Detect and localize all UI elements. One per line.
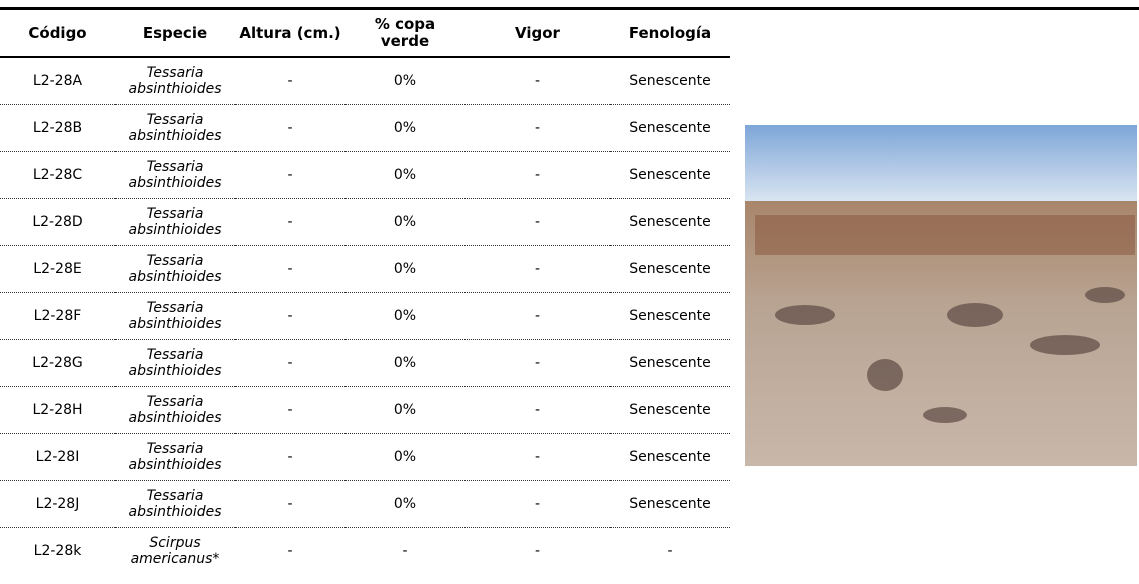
- table-cell: Senescente: [610, 386, 730, 434]
- table-cell: Senescente: [610, 104, 730, 152]
- table-cell: -: [402, 543, 408, 559]
- column-header: Especie: [115, 10, 235, 58]
- table-row: L2-28H Tessaria absinthioides -0% - Senescen…: [0, 386, 730, 434]
- table-row: L2-28A Tessaria absinthioides -0% - Senescen…: [0, 57, 730, 105]
- table-cell: L2-28I: [0, 433, 115, 481]
- table-cell: -: [465, 245, 610, 293]
- table-cell: 0%: [345, 433, 465, 481]
- table-cell: L2-28G: [0, 339, 115, 387]
- table-cell: L2-28E: [0, 245, 115, 293]
- header-row: Código Especie Altura (cm.)% copa verde Vig…: [0, 10, 730, 58]
- table-cell: -: [465, 386, 610, 434]
- table-cell: -: [465, 104, 610, 152]
- table-row: L2-28C Tessaria absinthioides -0% - Senescen…: [0, 151, 730, 199]
- table-cell: 0%: [345, 245, 465, 293]
- table-cell: L2-28B: [0, 104, 115, 152]
- table-row: L2-28G Tessaria absinthioides -0% - Senescen…: [0, 339, 730, 387]
- table-cell: L2-28D: [0, 198, 115, 246]
- table-cell: Tessaria absinthioides: [115, 433, 235, 481]
- table-cell: 0%: [345, 151, 465, 199]
- table-cell: Tessaria absinthioides: [115, 245, 235, 293]
- table-cell: Senescente: [610, 245, 730, 293]
- table-cell: Scirpus americanus*: [130, 535, 220, 567]
- table-cell: Senescente: [610, 292, 730, 340]
- table-row: L2-28D Tessaria absinthioides -0% - Senescen…: [0, 198, 730, 246]
- table-cell: -: [465, 480, 610, 528]
- table-cell: -: [465, 151, 610, 199]
- top-rule: [0, 7, 1139, 10]
- table-row: L2-28I Tessaria absinthioides -0% - Senescen…: [0, 433, 730, 481]
- column-header: Altura (cm.): [235, 10, 345, 58]
- column-header: Vigor: [465, 10, 610, 58]
- table-cell: -: [235, 245, 345, 293]
- table-cell: Tessaria absinthioides: [115, 151, 235, 199]
- table-cell: -: [534, 543, 541, 559]
- table-cell: 0%: [345, 386, 465, 434]
- table-body: L2-28A Tessaria absinthioides -0% - Senescen…: [0, 57, 730, 574]
- table-cell: 0%: [345, 104, 465, 152]
- table-cell: -: [465, 198, 610, 246]
- column-header: Código: [0, 10, 115, 58]
- table-cell: Senescente: [610, 151, 730, 199]
- table-row: L2-28k Scirpus americanus* - - - -: [0, 528, 730, 575]
- table-cell: L2-28H: [0, 386, 115, 434]
- table-cell: -: [667, 543, 673, 559]
- table-cell: Senescente: [610, 433, 730, 481]
- table-cell: -: [465, 433, 610, 481]
- table-cell: Tessaria absinthioides: [115, 104, 235, 152]
- table-cell: Tessaria absinthioides: [115, 339, 235, 387]
- table-cell: Senescente: [610, 57, 730, 105]
- table-cell: -: [235, 480, 345, 528]
- table-cell: 0%: [345, 480, 465, 528]
- table-cell: L2-28J: [0, 480, 115, 528]
- table-cell: 0%: [345, 339, 465, 387]
- vegetation-table: Código Especie Altura (cm.)% copa verde Vig…: [0, 10, 730, 574]
- table-cell: L2-28F: [0, 292, 115, 340]
- table-cell: -: [235, 292, 345, 340]
- table-cell: L2-28k: [33, 543, 82, 559]
- table-cell: 0%: [345, 198, 465, 246]
- table-cell: L2-28C: [0, 151, 115, 199]
- table-cell: Tessaria absinthioides: [115, 292, 235, 340]
- table-cell: Tessaria absinthioides: [115, 57, 235, 105]
- table-cell: -: [235, 57, 345, 105]
- table-row: L2-28F Tessaria absinthioides -0% - Senescen…: [0, 292, 730, 340]
- table-cell: 0%: [345, 57, 465, 105]
- table-cell: -: [235, 433, 345, 481]
- table-cell: -: [235, 151, 345, 199]
- table-cell: Senescente: [610, 480, 730, 528]
- column-header: % copa verde: [345, 10, 465, 58]
- table-cell: -: [235, 339, 345, 387]
- field-photo: [745, 125, 1137, 466]
- table-row: L2-28J Tessaria absinthioides -0% - Senescen…: [0, 480, 730, 528]
- table-cell: -: [465, 57, 610, 105]
- column-header: Fenología: [610, 10, 730, 58]
- table-row: L2-28B Tessaria absinthioides -0% - Senescen…: [0, 104, 730, 152]
- table-cell: -: [235, 386, 345, 434]
- table-row: L2-28E Tessaria absinthioides -0% - Senescen…: [0, 245, 730, 293]
- table-cell: -: [235, 104, 345, 152]
- table-cell: -: [235, 198, 345, 246]
- table-cell: Senescente: [610, 339, 730, 387]
- table-cell: Tessaria absinthioides: [115, 198, 235, 246]
- table-cell: -: [465, 292, 610, 340]
- table-cell: Tessaria absinthioides: [115, 480, 235, 528]
- table-cell: -: [465, 339, 610, 387]
- table-cell: L2-28A: [0, 57, 115, 105]
- table-cell: Tessaria absinthioides: [115, 386, 235, 434]
- table-cell: Senescente: [610, 198, 730, 246]
- table-cell: 0%: [345, 292, 465, 340]
- table-cell: -: [287, 543, 293, 559]
